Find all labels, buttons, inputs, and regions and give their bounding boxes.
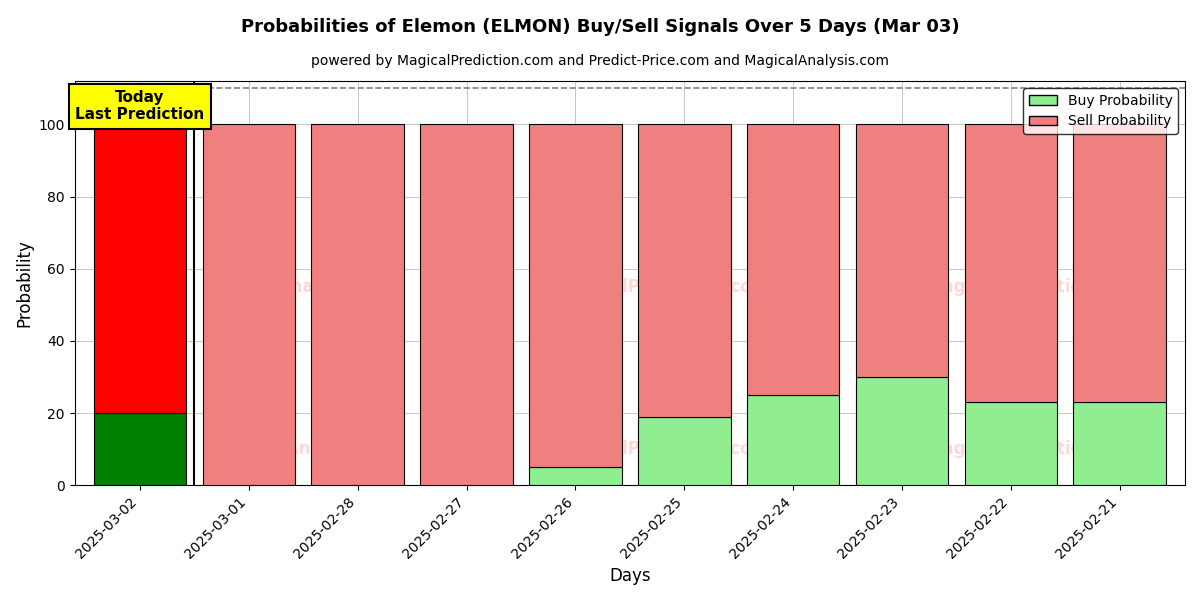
Bar — [529, 124, 622, 467]
Bar — [94, 413, 186, 485]
X-axis label: Days: Days — [610, 567, 650, 585]
Bar — [94, 124, 186, 413]
Text: Probabilities of Elemon (ELMON) Buy/Sell Signals Over 5 Days (Mar 03): Probabilities of Elemon (ELMON) Buy/Sell… — [241, 18, 959, 36]
Y-axis label: Probability: Probability — [16, 239, 34, 327]
Bar — [856, 377, 948, 485]
Bar — [856, 124, 948, 377]
Text: powered by MagicalPrediction.com and Predict-Price.com and MagicalAnalysis.com: powered by MagicalPrediction.com and Pre… — [311, 54, 889, 68]
Bar — [420, 124, 512, 485]
Bar — [529, 467, 622, 485]
Bar — [965, 403, 1057, 485]
Text: MagicalPrediction.com: MagicalPrediction.com — [926, 278, 1139, 296]
Text: MagicalPrediction.com: MagicalPrediction.com — [556, 440, 769, 458]
Bar — [746, 124, 839, 395]
Bar — [312, 124, 404, 485]
Legend: Buy Probability, Sell Probability: Buy Probability, Sell Probability — [1024, 88, 1178, 134]
Text: MagicalPrediction.com: MagicalPrediction.com — [556, 278, 769, 296]
Bar — [1074, 403, 1166, 485]
Text: MagicalAnalysis.co: MagicalAnalysis.co — [215, 440, 392, 458]
Bar — [638, 124, 731, 417]
Bar — [1074, 124, 1166, 403]
Text: MagicalPrediction.com: MagicalPrediction.com — [926, 440, 1139, 458]
Text: Today
Last Prediction: Today Last Prediction — [76, 90, 204, 122]
Bar — [746, 395, 839, 485]
Bar — [965, 124, 1057, 403]
Text: MagicalAnalysis.com: MagicalAnalysis.com — [206, 278, 401, 296]
Bar — [638, 417, 731, 485]
Bar — [203, 124, 295, 485]
